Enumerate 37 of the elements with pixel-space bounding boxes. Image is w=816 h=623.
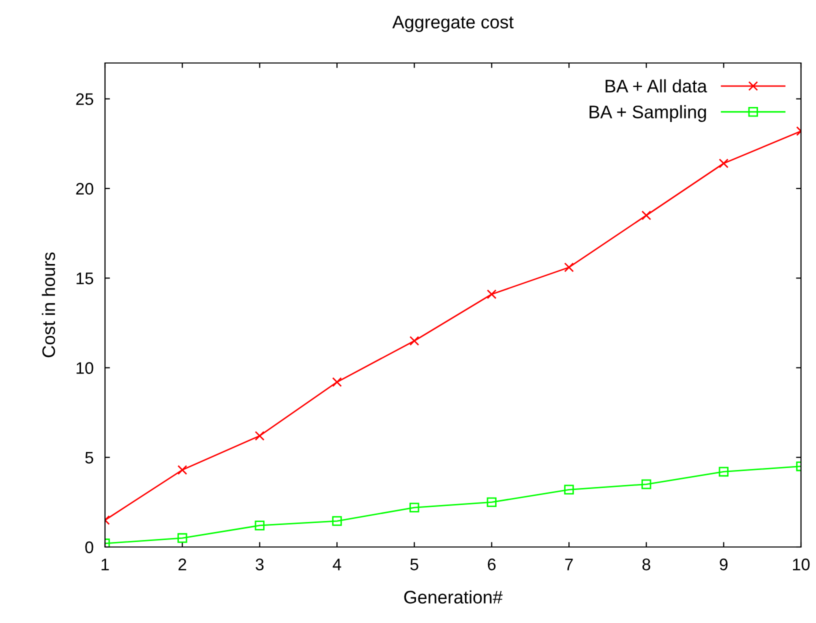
point	[409, 502, 420, 512]
point	[332, 377, 342, 387]
x-tick-label: 9	[720, 558, 728, 570]
point	[254, 520, 265, 530]
point	[718, 158, 729, 168]
y-tick-label: 5	[85, 452, 94, 464]
x-tick-label: 10	[793, 558, 810, 570]
x-tick-label: 8	[642, 558, 650, 570]
x-tick-label: 6	[488, 558, 496, 570]
x-tick-label: 7	[565, 558, 573, 570]
x-tick-label: 1	[102, 558, 109, 570]
point	[409, 336, 420, 346]
point	[641, 479, 652, 490]
point	[486, 289, 497, 300]
x-tick-label: 4	[332, 558, 342, 570]
x-tick-label: 2	[178, 558, 186, 570]
point	[564, 484, 574, 494]
legend-label: BA + All data	[606, 79, 708, 93]
point	[332, 516, 342, 526]
x-axis-title: Generation#	[404, 590, 503, 604]
point	[641, 210, 652, 220]
point	[564, 262, 574, 272]
y-tick-label: 10	[76, 362, 94, 374]
x-tick-label: 5	[410, 558, 418, 570]
y-tick-label: 15	[76, 272, 94, 284]
point	[177, 465, 188, 475]
point	[486, 497, 497, 508]
legend-label: BA + Sampling	[590, 105, 706, 122]
point	[718, 466, 729, 477]
y-tick-label: 25	[76, 93, 94, 106]
chart-title: Aggregate cost	[392, 16, 514, 32]
point	[254, 431, 265, 441]
point	[177, 533, 188, 543]
y-tick-label: 0	[85, 541, 94, 554]
y-axis-title: Cost in hours	[42, 252, 56, 358]
y-tick-label: 20	[76, 182, 94, 195]
x-tick-label: 3	[256, 558, 264, 570]
